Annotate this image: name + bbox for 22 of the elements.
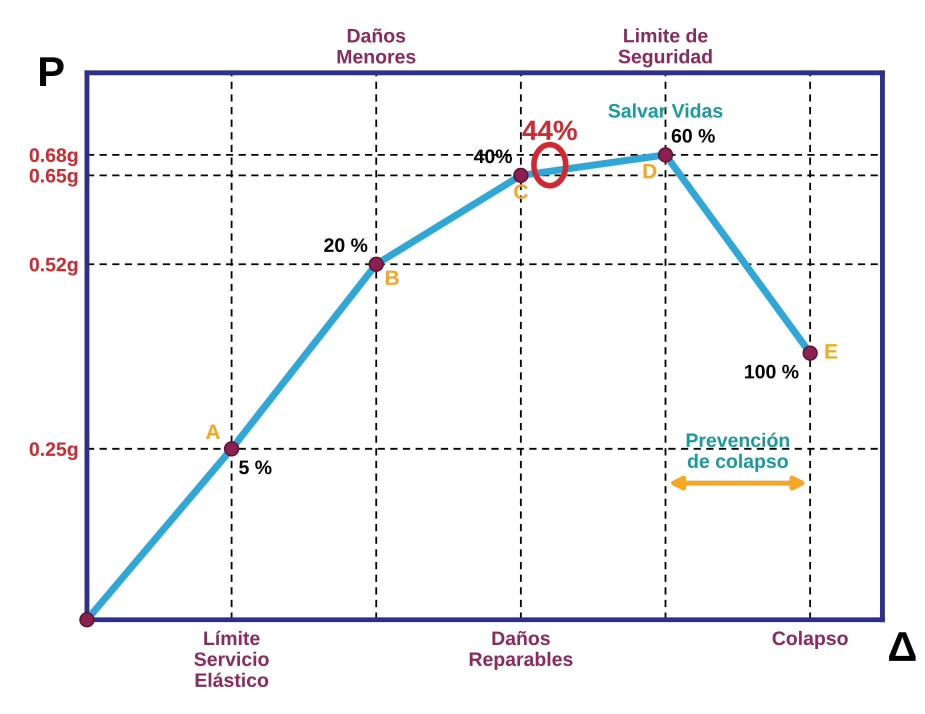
annotation: D — [644, 164, 656, 178]
text: Limite de Seguridad — [618, 28, 712, 68]
annotation: 5 % — [239, 460, 272, 474]
annotation: E — [825, 344, 838, 359]
y-tick-label: 0.65g — [30, 168, 78, 186]
annotation: 44% — [522, 120, 577, 140]
y-tick-label: 0.25g — [30, 442, 78, 460]
annotation: Prevención de colapso — [686, 432, 790, 472]
x-tick-label: Daños Reparables — [470, 630, 572, 670]
annotation: B — [386, 270, 399, 285]
y-tick-label: 0.68g — [30, 148, 78, 166]
annotation: 100 % — [745, 364, 799, 379]
annotation: 60 % — [672, 128, 715, 143]
annotation: A — [206, 424, 220, 439]
annotation: 20 % — [324, 238, 368, 252]
x-axis-title: Δ — [889, 632, 916, 661]
x-tick-label: Límite Servicio Elástico — [194, 630, 269, 688]
y-tick-label: 0.52g — [30, 258, 78, 276]
text: Daños Menores — [338, 28, 416, 64]
y-axis-title: P — [40, 57, 64, 86]
annotation: C — [514, 184, 528, 200]
x-tick-label: Colapso — [772, 630, 848, 649]
